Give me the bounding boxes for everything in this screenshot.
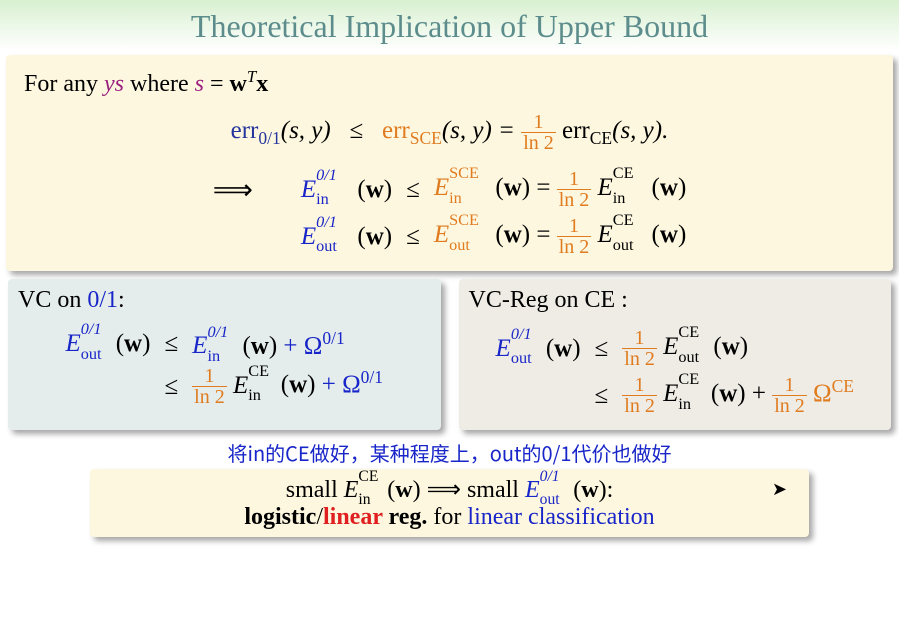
text: For any — [24, 71, 104, 97]
two-col-row: VC on 0/1: E0/1out(w) ≤ E0/1in(w) + Ω0/1… — [2, 275, 897, 434]
w: (w) — [495, 174, 530, 201]
le: ≤ — [406, 169, 420, 210]
vc-header: VC on 0/1: — [18, 287, 431, 314]
err-inequality: err0/1(s, y) ≤ errSCE(s, y) = 1ln 2 errC… — [16, 112, 883, 153]
w: (w) — [357, 223, 392, 250]
w: (w) — [652, 174, 687, 201]
frac: 1ln 2 — [557, 216, 592, 257]
le: ≤ — [349, 117, 363, 144]
T-sup: T — [247, 67, 256, 86]
args3: (s, y). — [612, 117, 668, 144]
w: (w) — [495, 221, 530, 248]
EoutCE: ECEout — [598, 221, 652, 248]
EinCE: ECEin — [598, 174, 652, 201]
args: (s, y) — [281, 117, 331, 144]
ys: ys — [104, 71, 124, 97]
bottom-box: ➤ small ECEin(w) ⟹ small E0/1out(w): log… — [90, 469, 809, 537]
EinSCE: ESCEin — [434, 174, 496, 201]
err01: err0/1 — [231, 117, 281, 144]
eq: = — [530, 174, 557, 201]
slide-title: Theoretical Implication of Upper Bound — [0, 0, 899, 51]
frac: 1ln 2 — [557, 169, 592, 210]
Eout01: E0/1out — [301, 223, 358, 250]
errSCE: errSCE — [382, 117, 442, 144]
x: x — [256, 71, 268, 97]
slide: Theoretical Implication of Upper Bound F… — [0, 0, 899, 631]
vc-reg-ce-box: VC-Reg on CE : E0/1out(w) ≤ 1ln 2 ECEout… — [459, 279, 892, 430]
intro-line: For any ys where s = wTx — [16, 63, 883, 98]
w: (w) — [652, 221, 687, 248]
vcreg-header: VC-Reg on CE : — [469, 287, 882, 314]
w: w — [230, 71, 247, 97]
frac-1-ln2: 1ln 2 — [521, 112, 556, 153]
errCE: errCE — [562, 117, 612, 144]
w: (w) — [357, 176, 392, 203]
eq: = — [204, 71, 230, 97]
cursor-icon: ➤ — [772, 479, 787, 500]
vc-01-box: VC on 0/1: E0/1out(w) ≤ E0/1in(w) + Ω0/1… — [8, 279, 441, 430]
bottom-line1: small ECEin(w) ⟹ small E0/1out(w): — [100, 475, 799, 504]
EoutSCE: ESCEout — [434, 221, 496, 248]
text: where — [124, 71, 195, 97]
top-box: For any ys where s = wTx err0/1(s, y) ≤ … — [6, 55, 893, 271]
eq: = — [530, 221, 557, 248]
Ein01: E0/1in — [301, 176, 358, 203]
le: ≤ — [406, 216, 420, 257]
implies-arrow: ⟹ — [213, 169, 253, 210]
bottom-line2: logistic/linear reg. for linear classifi… — [100, 504, 799, 531]
s: s — [195, 71, 204, 97]
chinese-caption: 将in的CE做好，某种程度上，out的0/1代价也做好 — [0, 438, 899, 467]
E-inequalities: ⟹ E0/1in (w) ≤ ESCEin (w) = 1ln 2 ECEin … — [199, 163, 701, 263]
args2: (s, y) = — [442, 117, 521, 144]
